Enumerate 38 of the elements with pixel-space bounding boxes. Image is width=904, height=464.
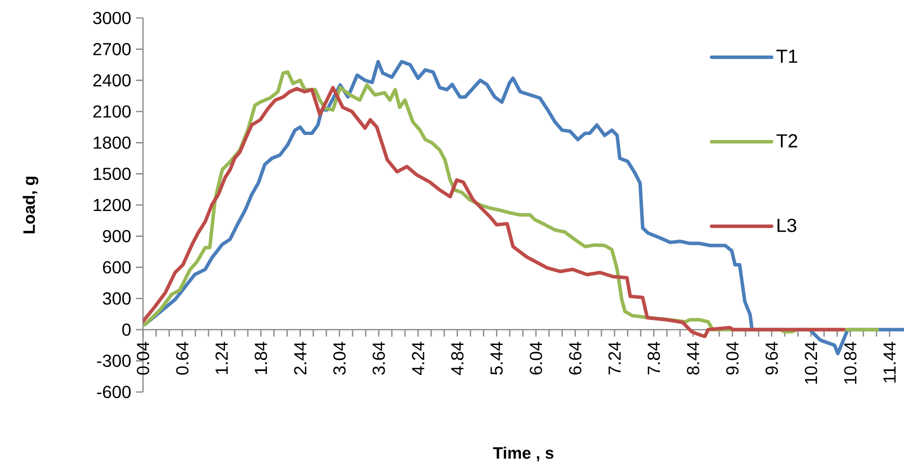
y-tick-label: 2700: [93, 42, 131, 56]
y-tick-label: 0: [122, 323, 131, 336]
x-tick-label: 3.64: [372, 342, 385, 375]
legend-label: L3: [778, 218, 796, 232]
y-tick-label: 900: [102, 230, 131, 242]
x-tick-label: 2.44: [294, 342, 306, 374]
y-tick-label: -300: [97, 354, 131, 367]
x-tick-label: 0.64: [176, 342, 188, 375]
x-tick-label: 3.04: [333, 342, 346, 375]
x-tick-label: 11.44: [884, 342, 896, 382]
y-tick-label: 1500: [94, 168, 131, 180]
x-tick-label: 1.84: [254, 342, 268, 374]
x-tick-label: 9.04: [726, 342, 739, 375]
y-tick-label: -600: [97, 386, 131, 398]
y-axis-title: Load, g: [22, 176, 38, 234]
x-tick-label: 7.24: [608, 342, 621, 374]
x-tick-label: 6.64: [569, 342, 582, 374]
x-tick-label: 4.84: [451, 342, 464, 375]
x-tick-label: 9.64: [766, 342, 778, 375]
y-tick-label: 3000: [93, 12, 131, 24]
x-tick-label: 8.44: [686, 342, 700, 375]
y-tick-label: 2400: [93, 74, 131, 87]
y-tick-label: 600: [103, 261, 131, 274]
x-tick-label: 5.44: [490, 342, 503, 375]
y-tick-label: 1200: [94, 198, 131, 212]
x-tick-label: 1.24: [216, 342, 228, 374]
x-tick-label: 10.84: [844, 342, 856, 384]
x-tick-label: 10.24: [804, 342, 818, 384]
x-tick-label: 4.24: [412, 342, 424, 375]
legend-label: T2: [776, 134, 798, 148]
x-tick-label: 0.04: [136, 342, 150, 375]
legend-label: T1: [776, 50, 798, 63]
x-tick-label: 6.04: [530, 342, 542, 374]
x-tick-label: 7.84: [648, 342, 660, 374]
y-tick-label: 1800: [94, 136, 131, 149]
x-axis-title: Time , s: [493, 446, 554, 462]
y-tick-label: 300: [102, 292, 131, 305]
y-tick-label: 2100: [93, 105, 131, 118]
